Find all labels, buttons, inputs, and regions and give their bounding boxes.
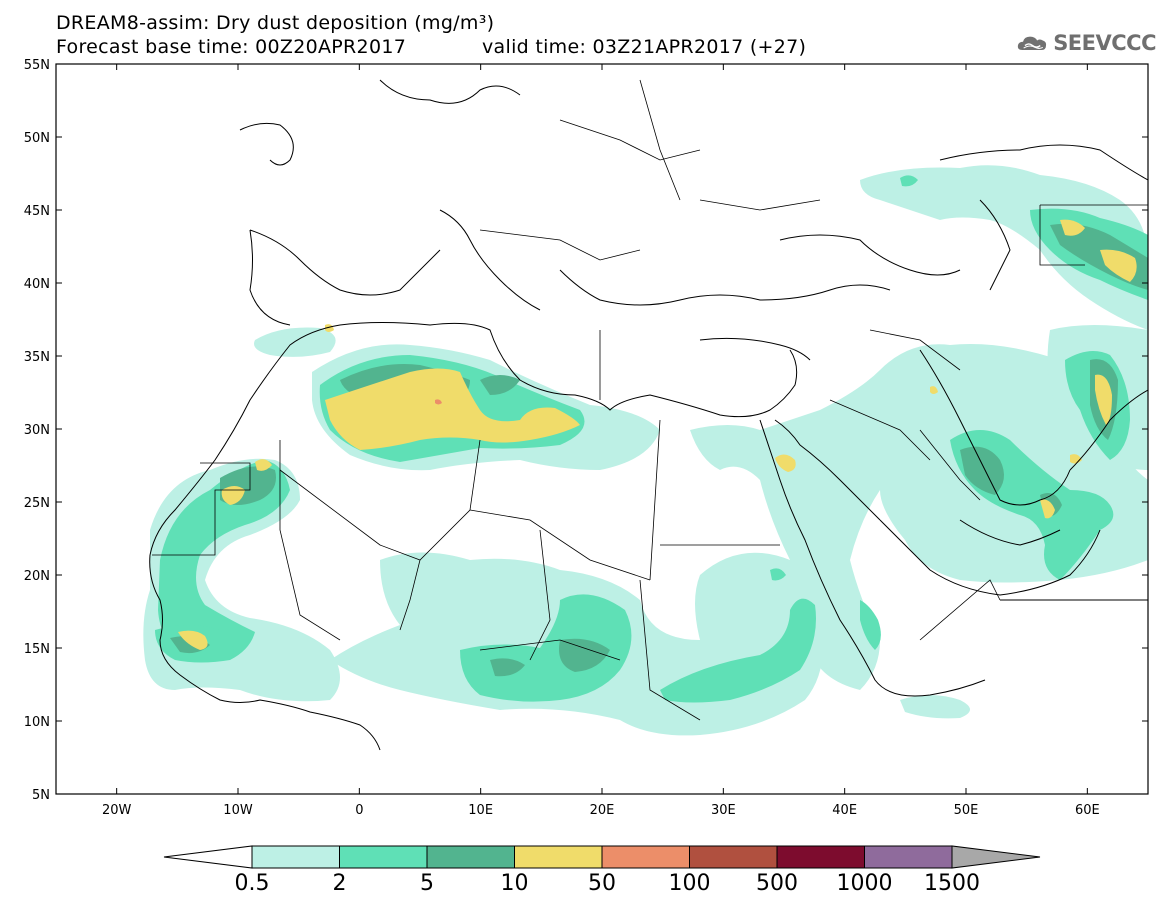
logo-text: SEEVCCC <box>1053 31 1156 55</box>
longitude-labels: 20W 10W 0 10E 20E 30E 40E 50E 60E <box>102 803 1100 818</box>
colorbar <box>163 845 1041 869</box>
colorbar-label: 10 <box>500 871 529 896</box>
colorbar-label: 50 <box>588 871 616 896</box>
lat-label: 45N <box>24 204 50 219</box>
political-borders <box>152 79 1148 721</box>
lon-label: 10E <box>468 803 493 818</box>
dust-level-4 <box>178 219 1137 650</box>
colorbar-swatch <box>864 845 953 869</box>
lon-label: 40E <box>832 803 857 818</box>
colorbar-over-triangle <box>951 845 1041 869</box>
axis-ticks <box>56 63 1148 795</box>
valid-time: valid time: 03Z21APR2017 (+27) <box>482 36 807 58</box>
colorbar-under-triangle <box>163 845 253 869</box>
colorbar-label: 1500 <box>924 871 980 896</box>
lat-label: 5N <box>32 788 50 803</box>
lon-label: 30E <box>711 803 736 818</box>
colorbar-swatch <box>426 845 515 869</box>
lon-label: 50E <box>954 803 979 818</box>
lon-label: 0 <box>355 803 363 818</box>
lat-label: 40N <box>24 277 50 292</box>
colorbar-swatch <box>514 845 603 869</box>
colorbar-swatch <box>601 845 690 869</box>
colorbar-swatch <box>339 845 428 869</box>
cloud-icon <box>1017 36 1047 51</box>
lon-label: 20W <box>102 803 132 818</box>
lat-label: 15N <box>24 642 50 657</box>
colorbar-swatch <box>251 845 340 869</box>
lon-label: 10W <box>223 803 253 818</box>
coastlines-borders <box>149 79 1148 751</box>
colorbar-label: 2 <box>332 871 347 896</box>
lat-label: 50N <box>24 131 50 146</box>
dust-level-5 <box>435 399 442 405</box>
colorbar-label: 1000 <box>836 871 893 896</box>
colorbar-label: 0.5 <box>234 871 270 896</box>
seevccc-logo: SEEVCCC <box>1016 26 1156 60</box>
colorbar-swatch <box>776 845 865 869</box>
colorbar-label: 5 <box>420 871 434 896</box>
lat-label: 35N <box>24 350 50 365</box>
latitude-labels: 55N 50N 45N 40N 35N 30N 25N 20N 15N 10N 5N <box>24 58 50 803</box>
colorbar-label: 100 <box>668 871 711 896</box>
forecast-base-time: Forecast base time: 00Z20APR2017 <box>56 36 407 58</box>
lat-label: 20N <box>24 569 50 584</box>
map-title: DREAM8-assim: Dry dust deposition (mg/m³… <box>56 12 495 34</box>
lat-label: 30N <box>24 423 50 438</box>
lat-label: 55N <box>24 58 50 73</box>
lat-label: 10N <box>24 715 50 730</box>
lon-label: 20E <box>590 803 615 818</box>
lat-label: 25N <box>24 496 50 511</box>
lon-label: 60E <box>1075 803 1100 818</box>
colorbar-label: 500 <box>756 871 798 896</box>
colorbar-swatch <box>689 845 778 869</box>
dust-field <box>143 79 1148 751</box>
